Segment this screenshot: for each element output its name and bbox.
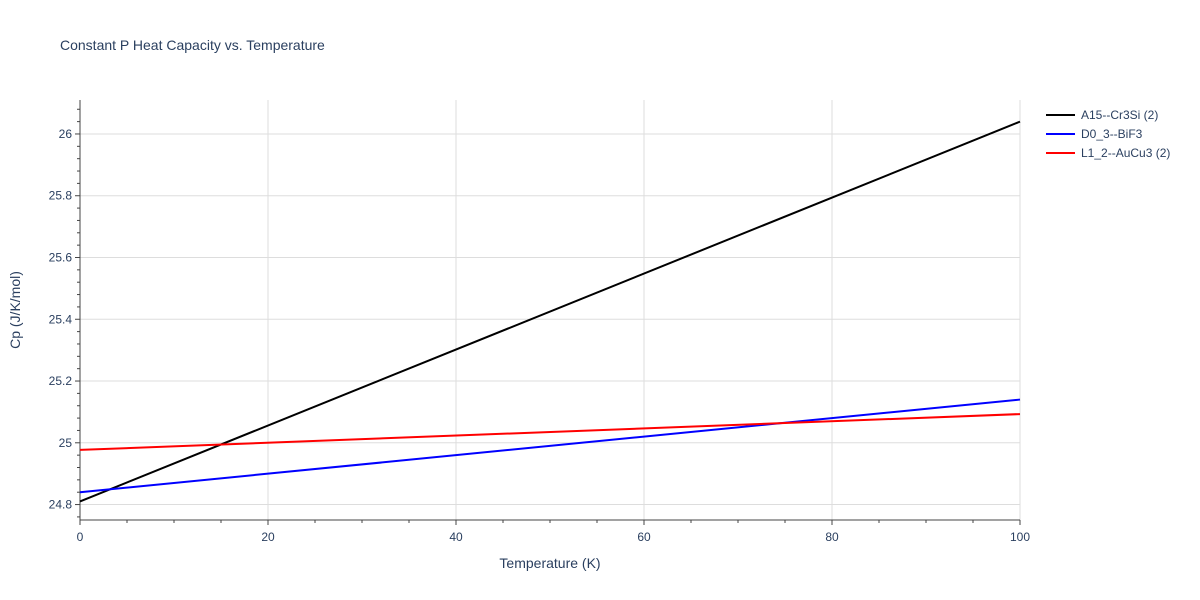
y-tick-label: 25.8 [49,189,73,203]
series-lines [79,120,1021,503]
legend-item[interactable]: D0_3--BiF3 [1046,127,1143,141]
y-tick-label: 24.8 [49,498,73,512]
x-axis-title: Temperature (K) [499,555,600,571]
legend-label: A15--Cr3Si (2) [1081,108,1158,122]
x-tick-label: 80 [825,530,839,544]
y-axis-title: Cp (J/K/mol) [7,271,23,349]
x-tick-label: 20 [261,530,275,544]
chart-title: Constant P Heat Capacity vs. Temperature [60,37,325,53]
legend[interactable]: A15--Cr3Si (2) D0_3--BiF3 L1_2--AuCu3 (2) [1046,108,1170,160]
y-tick-label: 25.6 [49,251,73,265]
legend-label: L1_2--AuCu3 (2) [1081,146,1170,160]
y-tick-label: 26 [59,127,73,141]
series-line[interactable] [79,413,1021,451]
x-tick-label: 100 [1010,530,1030,544]
x-tick-label: 0 [77,530,84,544]
grid [80,100,1021,520]
legend-item[interactable]: L1_2--AuCu3 (2) [1046,146,1170,160]
y-tick-label: 25.4 [49,312,73,326]
legend-item[interactable]: A15--Cr3Si (2) [1046,108,1158,122]
x-tick-label: 60 [637,530,651,544]
legend-label: D0_3--BiF3 [1081,127,1143,141]
x-tick-label: 40 [449,530,463,544]
y-tick-label: 25.2 [49,374,73,388]
series-line[interactable] [79,120,1021,503]
axes: 0 20 40 60 80 100 24.8 25 25.2 25.4 25.6 25.8 26 [49,100,1030,544]
series-line[interactable] [79,398,1021,494]
y-tick-label: 25 [59,436,73,450]
